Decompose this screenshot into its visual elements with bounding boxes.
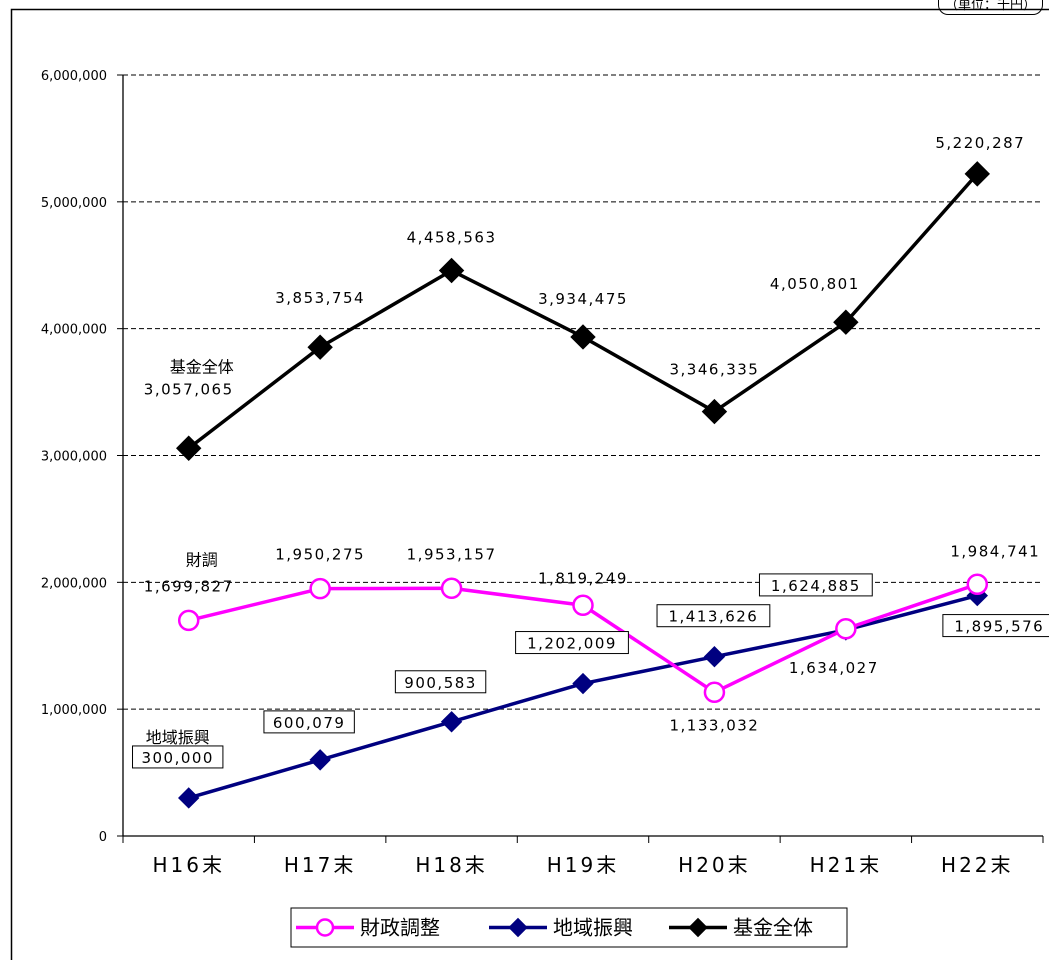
data-label-zaisei: 1,984,741 [950,542,1040,560]
data-label-chiiki: 900,583 [404,674,477,692]
legend-label: 財政調整 [360,916,440,940]
legend-marker [688,917,708,938]
series-annotation-chiiki: 地域振興 [146,728,210,747]
point-zaisei [572,594,594,617]
data-label-chiiki: 1,413,626 [669,608,759,626]
y-tick-label: 3,000,000 [41,450,107,465]
point-zaisei [966,573,989,596]
data-label-chiiki: 1,895,576 [954,618,1044,636]
legend [290,907,848,948]
point-zaisei [440,577,463,600]
data-label-chiiki-box [263,710,355,734]
data-label-chiiki-box [394,670,487,694]
data-label-zaisei: 1,133,032 [670,716,760,734]
legend-marker [315,918,335,937]
point-zaisei [835,618,857,640]
legend-label: 基金全体 [733,916,813,940]
data-label-kikin: 5,220,287 [935,134,1025,152]
y-tick-label: 6,000,000 [41,69,107,84]
point-zaisei [309,577,331,600]
legend-label: 地域振興 [553,916,633,940]
legend-marker [508,917,528,938]
data-label-chiiki-box [515,631,629,655]
x-tick-label: H17末 [284,853,357,877]
data-label-chiiki-box [942,614,1049,638]
x-tick-label: H19末 [547,853,620,877]
chart-frame [10,8,1049,960]
series-annotation-zaisei: 財調 [186,550,218,569]
data-label-chiiki-box [758,573,873,597]
point-zaisei [177,609,200,632]
x-tick-label: H20末 [678,853,751,877]
data-label-chiiki: 1,624,885 [771,577,861,595]
y-tick-label: 4,000,000 [41,323,107,338]
data-label-chiiki: 1,202,009 [527,635,617,653]
data-label-kikin: 3,934,475 [538,290,628,308]
data-label-kikin: 4,458,563 [407,229,497,247]
series-annotation-kikin: 基金全体 [170,357,234,376]
series-line-kikin [187,172,979,450]
data-label-kikin: 3,853,754 [275,289,365,307]
point-chiiki [703,645,726,668]
data-label-zaisei: 1,953,157 [407,545,497,563]
data-label-zaisei: 1,819,249 [538,569,628,587]
data-label-chiiki: 300,000 [141,749,214,767]
y-tick-label: 5,000,000 [41,196,107,211]
point-kikin [570,324,596,350]
data-label-chiiki-box [656,604,771,628]
x-tick-label: H21末 [810,853,883,877]
data-label-zaisei: 1,950,275 [275,546,365,564]
data-label-chiiki-box [132,745,224,769]
y-tick-label: 2,000,000 [41,576,107,591]
point-kikin [307,334,333,360]
point-chiiki [178,787,200,809]
y-tick-label: 1,000,000 [41,703,107,718]
point-kikin [438,257,465,284]
point-zaisei [703,681,726,704]
data-label-kikin: 4,050,801 [770,275,860,293]
data-label-zaisei: 1,699,827 [144,577,234,595]
x-tick-label: H22末 [941,853,1014,877]
x-tick-label: H18末 [415,853,488,877]
point-kikin [964,161,990,187]
point-kikin [833,309,859,335]
point-chiiki [572,672,594,695]
data-label-chiiki: 600,079 [273,714,346,732]
data-label-zaisei: 1,634,027 [789,659,879,677]
point-kikin [176,435,202,461]
data-label-kikin: 3,346,335 [670,361,760,379]
point-chiiki [309,749,331,771]
data-label-kikin: 3,057,065 [144,380,234,398]
y-tick-label: 0 [99,830,107,845]
point-chiiki [440,711,463,733]
x-tick-label: H16末 [152,853,225,877]
point-kikin [701,398,728,425]
